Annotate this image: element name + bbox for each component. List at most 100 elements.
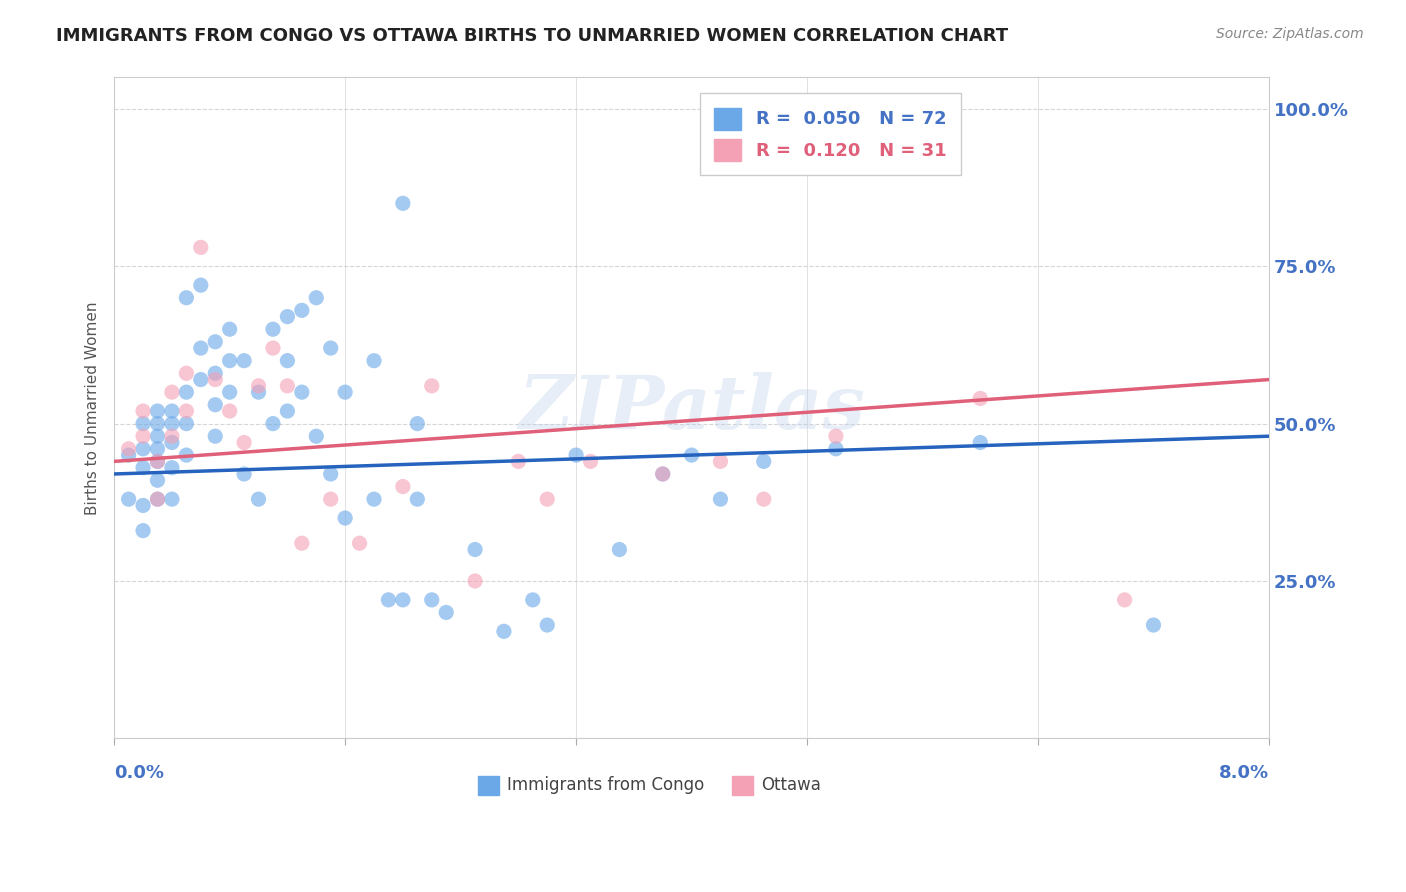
Point [651, 467, 673, 481]
Text: Immigrants from Congo: Immigrants from Congo [506, 776, 704, 794]
Point [160, 460, 183, 475]
Point [146, 417, 169, 431]
Point [132, 404, 155, 418]
Y-axis label: Births to Unmarried Women: Births to Unmarried Women [86, 301, 100, 515]
Point [233, 353, 256, 368]
Point [132, 524, 155, 538]
Point [247, 385, 270, 400]
Point [825, 429, 848, 443]
Point [434, 606, 457, 620]
Point [233, 435, 256, 450]
Point [420, 379, 443, 393]
FancyBboxPatch shape [733, 776, 752, 795]
Point [276, 310, 298, 324]
Point [176, 366, 198, 380]
Text: IMMIGRANTS FROM CONGO VS OTTAWA BIRTHS TO UNMARRIED WOMEN CORRELATION CHART: IMMIGRANTS FROM CONGO VS OTTAWA BIRTHS T… [56, 27, 1008, 45]
Point [420, 592, 443, 607]
Point [218, 385, 240, 400]
Point [117, 448, 139, 462]
Text: 8.0%: 8.0% [1219, 764, 1270, 782]
Point [291, 536, 314, 550]
Point [262, 417, 284, 431]
Point [579, 454, 602, 468]
Point [190, 341, 212, 355]
Point [146, 473, 169, 487]
Point [319, 341, 342, 355]
Point [204, 334, 226, 349]
Point [160, 417, 183, 431]
FancyBboxPatch shape [478, 776, 499, 795]
Point [218, 404, 240, 418]
Point [247, 379, 270, 393]
Point [218, 322, 240, 336]
Point [709, 454, 731, 468]
Point [1114, 592, 1136, 607]
Point [392, 196, 415, 211]
Point [536, 618, 558, 632]
Point [276, 379, 298, 393]
Point [752, 492, 775, 507]
Point [262, 341, 284, 355]
Point [276, 353, 298, 368]
Point [190, 278, 212, 293]
Point [305, 291, 328, 305]
Point [319, 467, 342, 481]
Point [709, 492, 731, 507]
Point [204, 398, 226, 412]
Point [377, 592, 399, 607]
Text: Source: ZipAtlas.com: Source: ZipAtlas.com [1216, 27, 1364, 41]
Point [146, 492, 169, 507]
Point [508, 454, 530, 468]
Legend: R =  0.050   N = 72, R =  0.120   N = 31: R = 0.050 N = 72, R = 0.120 N = 31 [700, 93, 960, 175]
Point [406, 417, 429, 431]
Point [464, 542, 486, 557]
Point [392, 592, 415, 607]
Point [160, 404, 183, 418]
Point [276, 404, 298, 418]
Point [333, 511, 356, 525]
Point [190, 240, 212, 254]
Point [1142, 618, 1164, 632]
Point [146, 454, 169, 468]
Point [609, 542, 631, 557]
Point [132, 417, 155, 431]
Point [392, 479, 415, 493]
Point [117, 492, 139, 507]
Text: Ottawa: Ottawa [761, 776, 821, 794]
Point [160, 435, 183, 450]
Point [752, 454, 775, 468]
Point [651, 467, 673, 481]
Point [492, 624, 515, 639]
Point [464, 574, 486, 588]
Point [825, 442, 848, 456]
Point [117, 442, 139, 456]
Point [333, 385, 356, 400]
Point [132, 499, 155, 513]
Point [969, 435, 991, 450]
Point [176, 417, 198, 431]
Point [176, 385, 198, 400]
Point [291, 303, 314, 318]
Point [190, 373, 212, 387]
Point [233, 467, 256, 481]
Point [247, 492, 270, 507]
Point [176, 448, 198, 462]
Point [204, 373, 226, 387]
Point [146, 442, 169, 456]
Point [204, 366, 226, 380]
Point [536, 492, 558, 507]
Point [146, 429, 169, 443]
Point [363, 492, 385, 507]
Point [681, 448, 703, 462]
Point [146, 492, 169, 507]
Point [204, 429, 226, 443]
Text: 0.0%: 0.0% [114, 764, 165, 782]
Point [132, 460, 155, 475]
Point [160, 492, 183, 507]
Point [146, 404, 169, 418]
Text: ZIPatlas: ZIPatlas [519, 372, 865, 444]
Point [363, 353, 385, 368]
Point [305, 429, 328, 443]
Point [218, 353, 240, 368]
Point [291, 385, 314, 400]
